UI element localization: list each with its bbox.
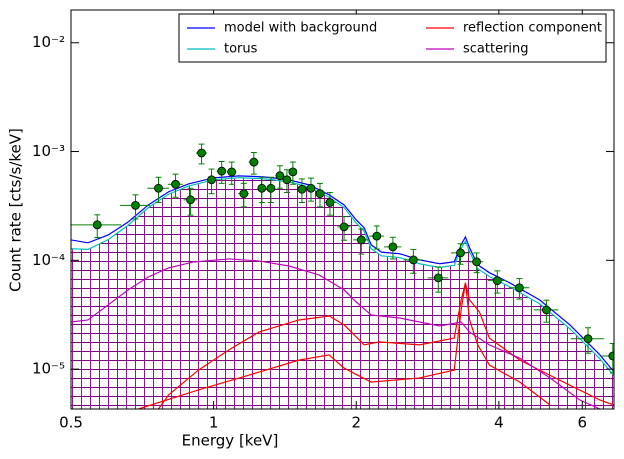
data-point bbox=[433, 273, 443, 283]
data-point bbox=[297, 184, 307, 194]
legend-label: reflection component bbox=[463, 21, 602, 36]
data-point bbox=[456, 248, 465, 258]
plot-area bbox=[71, 143, 614, 409]
data-point bbox=[325, 198, 335, 207]
legend: model with background torus reflection com… bbox=[178, 13, 607, 63]
x-tick-label: 1 bbox=[209, 414, 219, 432]
series-line bbox=[158, 282, 614, 409]
data-point bbox=[542, 305, 551, 315]
data-point bbox=[306, 183, 316, 193]
series-line bbox=[71, 175, 614, 373]
y-tick-label: 10⁻³ bbox=[32, 142, 65, 160]
series-line bbox=[71, 258, 601, 409]
torus-hatch-area bbox=[71, 177, 614, 409]
data-point bbox=[288, 167, 298, 177]
data-point bbox=[217, 166, 227, 176]
data-point bbox=[356, 235, 366, 245]
data-point bbox=[608, 351, 614, 361]
x-tick-label: 2 bbox=[351, 414, 361, 432]
y-tick-label: 10⁻⁴ bbox=[32, 251, 65, 269]
data-point bbox=[514, 283, 524, 293]
data-point bbox=[472, 257, 482, 267]
x-tick-label: 4 bbox=[494, 414, 504, 432]
data-point bbox=[207, 175, 216, 185]
data-point bbox=[239, 189, 249, 199]
data-point bbox=[372, 231, 382, 241]
data-point bbox=[583, 334, 593, 344]
data-point bbox=[171, 179, 180, 189]
plot-frame bbox=[70, 9, 615, 410]
legend-box bbox=[178, 13, 607, 63]
data-point bbox=[266, 183, 276, 193]
data-point bbox=[92, 220, 102, 230]
x-tick-label: 0.5 bbox=[59, 414, 83, 432]
data-point bbox=[154, 183, 163, 193]
data-point bbox=[315, 189, 325, 199]
data-point bbox=[339, 222, 349, 232]
y-tick-label: 10⁻² bbox=[32, 33, 65, 51]
data-point bbox=[249, 157, 259, 167]
x-tick-label: 6 bbox=[578, 414, 588, 432]
data-point bbox=[131, 200, 140, 210]
data-point bbox=[282, 175, 292, 185]
data-point bbox=[227, 167, 237, 177]
data-point bbox=[275, 171, 285, 181]
legend-label: model with background bbox=[224, 21, 377, 36]
y-axis-label: Count rate [cts/s/keV] bbox=[7, 128, 25, 292]
data-point bbox=[197, 148, 206, 158]
legend-label: torus bbox=[224, 42, 258, 57]
data-point bbox=[388, 242, 398, 252]
data-point bbox=[408, 255, 418, 265]
x-axis-label: Energy [keV] bbox=[182, 432, 279, 450]
legend-label: scattering bbox=[463, 42, 529, 57]
data-point bbox=[186, 195, 195, 205]
data-point bbox=[257, 183, 267, 193]
data-point bbox=[492, 276, 502, 286]
y-tick-label: 10⁻⁵ bbox=[32, 360, 65, 378]
series-line bbox=[138, 282, 551, 409]
